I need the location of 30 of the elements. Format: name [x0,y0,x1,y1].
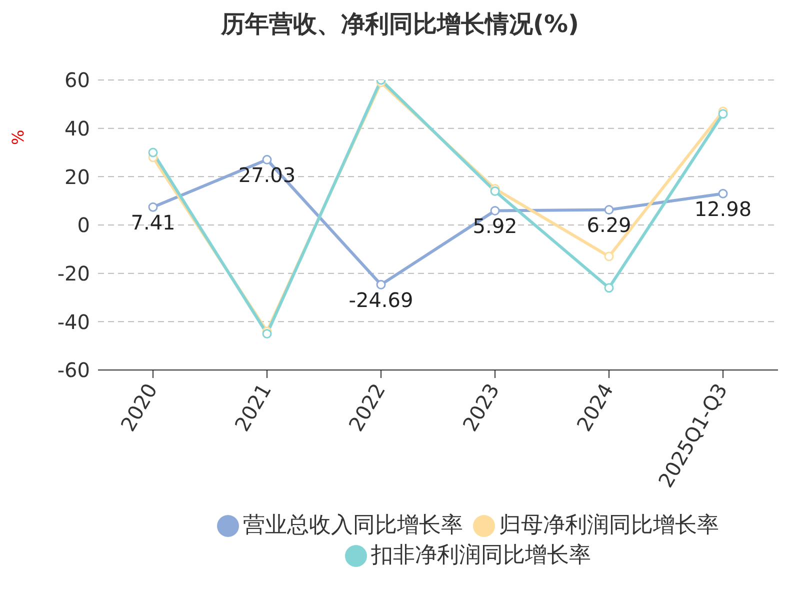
data-label: 7.41 [130,210,176,234]
point [376,280,386,290]
y-tick-label: 20 [64,164,90,189]
point [148,202,158,212]
y-tick-label: 40 [64,116,90,140]
point [262,154,272,164]
point [490,206,500,216]
point [718,188,728,198]
point [262,329,272,338]
point [604,205,614,215]
point [604,252,614,262]
data-label: 5.92 [472,214,518,238]
point [718,109,728,119]
legend-label: 扣非净利润同比增长率 [371,543,591,568]
point [148,148,158,158]
y-tick-label: 0 [77,213,90,238]
data-label: 6.29 [586,213,632,237]
data-label: 27.03 [238,162,296,187]
data-label: 12.98 [694,196,752,221]
legend-label: 归母净利润同比增长率 [499,513,719,538]
y-tick-label: -60 [57,358,90,382]
y-axis-title: % [8,130,28,145]
chart-title: 历年营收、净利同比增长情况(%) [220,9,580,40]
y-tick-label: 60 [64,68,90,92]
point [490,186,500,196]
y-tick-label: -20 [57,261,90,286]
data-label: -24.69 [348,288,414,312]
point [604,283,614,293]
y-tick-label: -40 [57,310,90,334]
legend-label: 营业总收入同比增长率 [243,513,463,538]
